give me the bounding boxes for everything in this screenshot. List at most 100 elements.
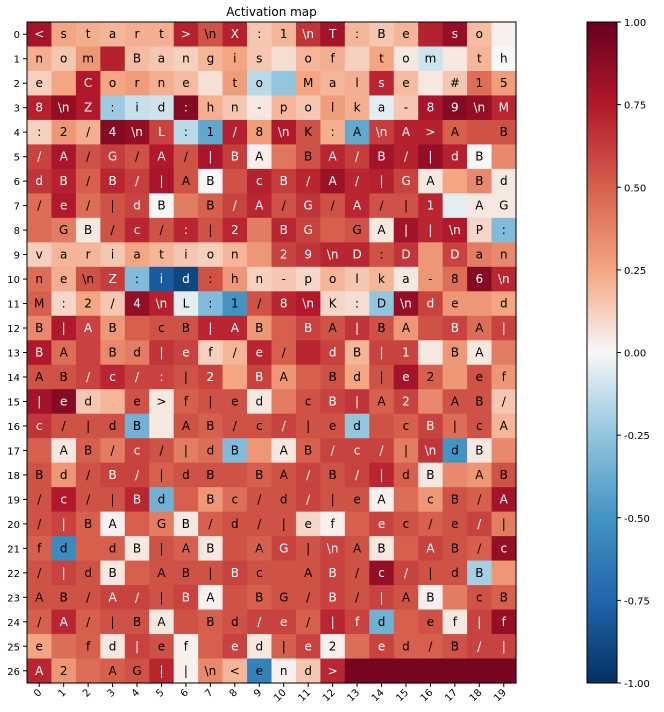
heatmap-cell [100, 168, 126, 194]
heatmap-cell [467, 95, 493, 121]
cell-label: A [206, 590, 215, 604]
cell-label: > [181, 27, 191, 41]
cell-label: | [404, 443, 408, 457]
colorbar-tick-label: -0.25 [624, 431, 650, 442]
heatmap-cell [344, 438, 370, 464]
heatmap-cell [173, 217, 199, 243]
cell-label: : [257, 27, 261, 41]
heatmap-cell [271, 585, 297, 611]
heatmap-cell [491, 46, 517, 72]
cell-label: A [60, 150, 69, 164]
heatmap-cell [369, 340, 395, 366]
cell-label: d [451, 150, 459, 164]
heatmap-cell [124, 217, 150, 243]
y-tick-label: 0 [14, 30, 20, 41]
heatmap-cell [467, 46, 493, 72]
cell-label: 4 [109, 125, 117, 139]
heatmap-cell [320, 340, 346, 366]
cell-label: f [453, 615, 458, 629]
heatmap-cell [198, 144, 224, 170]
heatmap-cell [149, 438, 175, 464]
heatmap-cell [467, 438, 493, 464]
heatmap-cell [51, 413, 77, 439]
heatmap-cell [173, 291, 199, 317]
heatmap-cell [467, 585, 493, 611]
cell-label: t [159, 27, 164, 41]
heatmap-cell [198, 193, 224, 219]
cell-label: | [159, 468, 163, 482]
heatmap-cell [173, 193, 199, 219]
cell-label: | [159, 174, 163, 188]
heatmap-cell [442, 438, 468, 464]
cell-label: A [108, 517, 117, 531]
cell-label: 1 [402, 346, 410, 360]
cell-label: / [306, 174, 311, 188]
y-tick-label: 21 [7, 544, 20, 555]
heatmap-cell [173, 609, 199, 635]
cell-label: / [355, 468, 360, 482]
heatmap-cell [393, 266, 419, 292]
cell-label: d [84, 566, 92, 580]
cell-label: | [404, 199, 408, 213]
cell-label: d [451, 443, 459, 457]
x-tick-label: 0 [32, 687, 44, 699]
heatmap-cell [393, 658, 419, 684]
cell-label: f [355, 615, 360, 629]
cell-label: : [159, 370, 163, 384]
heatmap-cell [173, 70, 199, 97]
heatmap-cell [27, 291, 53, 317]
heatmap-cell [198, 340, 224, 366]
y-tick-label: 15 [7, 397, 20, 408]
heatmap-cell [491, 70, 517, 97]
heatmap-cell [344, 340, 370, 366]
heatmap-cell [149, 315, 175, 341]
heatmap-cell [149, 46, 175, 72]
heatmap-cell [295, 193, 321, 219]
cell-label: e [60, 272, 67, 286]
cell-label: e [451, 297, 458, 311]
cell-label: | [477, 615, 481, 629]
heatmap-cell [344, 364, 370, 390]
heatmap-cell [124, 585, 150, 611]
cell-label: | [502, 517, 506, 531]
heatmap-cell [247, 364, 273, 390]
heatmap-cell [27, 364, 53, 390]
heatmap-cell [442, 119, 468, 146]
heatmap-cell [418, 585, 444, 611]
cell-label: c [134, 443, 141, 457]
heatmap-cell [393, 95, 419, 121]
y-tick-label: 22 [7, 569, 20, 580]
cell-label: G [401, 174, 410, 188]
cell-label: | [282, 639, 286, 653]
heatmap-cell [198, 511, 224, 537]
cell-label: c [60, 492, 67, 506]
heatmap-cell [393, 438, 419, 464]
cell-label: | [380, 370, 384, 384]
heatmap-cell [100, 438, 126, 464]
heatmap-cell [393, 585, 419, 611]
cell-label: B [108, 468, 116, 482]
heatmap-cell [124, 364, 150, 390]
heatmap-cell [442, 22, 468, 48]
heatmap-cell [344, 609, 370, 635]
cell-label: 8 [427, 101, 435, 115]
heatmap-cell [149, 168, 175, 194]
cell-label: - [257, 101, 261, 115]
cell-label: A [353, 541, 362, 555]
cell-label: d [231, 517, 239, 531]
cell-label: e [231, 639, 238, 653]
colorbar-ticks: -1.00 -0.75 -0.50 -0.25 0.00 0.25 0.50 0.75 1.00 [617, 18, 650, 690]
heatmap-cell [247, 193, 273, 219]
cell-label: / [37, 492, 42, 506]
cell-label: d [402, 468, 410, 482]
cell-label: e [378, 517, 385, 531]
cell-label: / [184, 150, 189, 164]
cell-label: : [331, 125, 335, 139]
cell-label: v [36, 248, 43, 262]
heatmap-cell [320, 193, 346, 219]
cell-label: h [207, 101, 215, 115]
cell-label: e [182, 346, 189, 360]
heatmap-cell [198, 266, 224, 292]
cell-label: c [256, 419, 263, 433]
